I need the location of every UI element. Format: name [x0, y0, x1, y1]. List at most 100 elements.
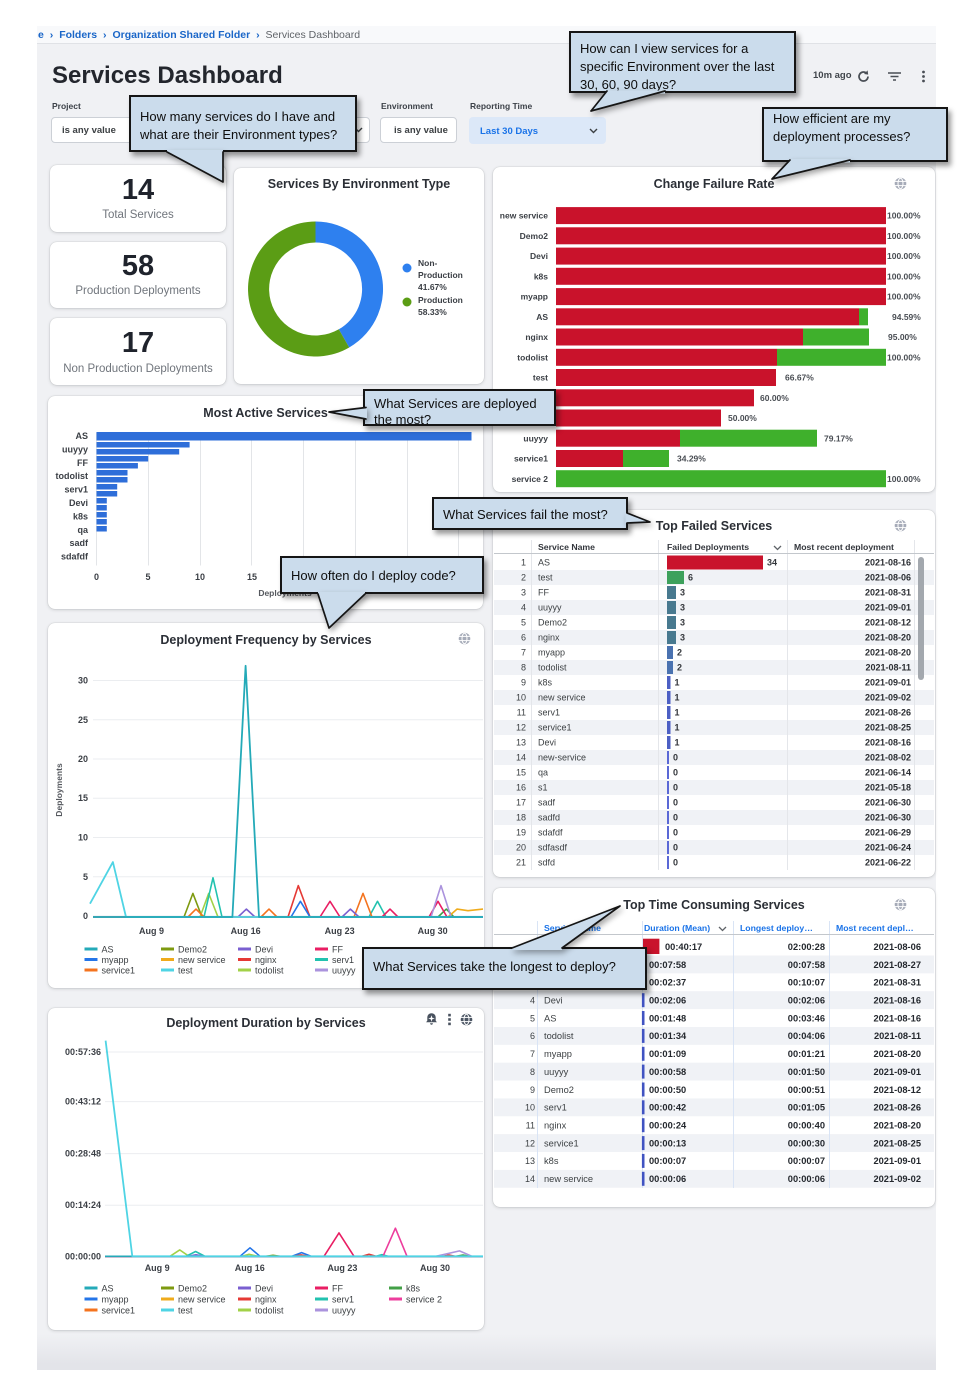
- svg-text:2021-09-01: 2021-09-01: [873, 1156, 921, 1166]
- svg-text:7: 7: [530, 1049, 535, 1059]
- svg-text:AS: AS: [544, 1013, 556, 1023]
- svg-text:02:00:28: 02:00:28: [788, 942, 825, 952]
- svg-text:00:00:42: 00:00:42: [649, 1103, 686, 1113]
- svg-text:FF: FF: [77, 458, 88, 468]
- svg-text:serv1: serv1: [544, 1103, 567, 1113]
- svg-text:00:03:46: 00:03:46: [788, 1013, 825, 1023]
- svg-text:12: 12: [516, 723, 526, 733]
- svg-text:0: 0: [83, 911, 88, 921]
- svg-text:myapp: myapp: [521, 292, 548, 302]
- svg-text:sdafdf: sdafdf: [61, 552, 89, 562]
- svg-text:00:00:30: 00:00:30: [788, 1138, 825, 1148]
- svg-text:Demo2: Demo2: [178, 1284, 207, 1294]
- svg-text:8: 8: [521, 663, 526, 673]
- svg-text:50.00%: 50.00%: [728, 413, 757, 423]
- svg-text:myapp: myapp: [538, 648, 565, 658]
- svg-text:2021-09-02: 2021-09-02: [865, 693, 911, 703]
- svg-text:uuyyy: uuyyy: [523, 433, 548, 443]
- svg-text:2021-09-01: 2021-09-01: [865, 603, 911, 613]
- svg-text:s1: s1: [538, 783, 548, 793]
- svg-text:FF: FF: [538, 588, 549, 598]
- svg-text:34: 34: [767, 558, 777, 568]
- svg-text:2: 2: [521, 573, 526, 583]
- svg-text:Aug 16: Aug 16: [235, 1263, 265, 1273]
- svg-text:1: 1: [675, 678, 680, 688]
- svg-text:0: 0: [673, 813, 678, 823]
- svg-text:FF: FF: [332, 945, 343, 955]
- svg-text:new service: new service: [544, 1174, 593, 1184]
- svg-text:00:00:00: 00:00:00: [65, 1251, 101, 1261]
- svg-text:Demo2: Demo2: [544, 1085, 574, 1095]
- svg-text:16: 16: [516, 783, 526, 793]
- svg-text:00:43:12: 00:43:12: [65, 1097, 101, 1107]
- svg-text:3: 3: [680, 633, 685, 643]
- svg-text:1: 1: [521, 558, 526, 568]
- svg-text:uuyyy: uuyyy: [332, 1306, 356, 1316]
- svg-text:15: 15: [247, 572, 257, 582]
- svg-text:0: 0: [94, 572, 99, 582]
- svg-text:9: 9: [521, 678, 526, 688]
- svg-text:2021-08-16: 2021-08-16: [865, 738, 911, 748]
- svg-text:2021-08-16: 2021-08-16: [865, 558, 911, 568]
- svg-text:00:28:48: 00:28:48: [65, 1149, 101, 1159]
- svg-text:1: 1: [675, 708, 680, 718]
- svg-text:0: 0: [673, 828, 678, 838]
- svg-text:5: 5: [83, 872, 88, 882]
- svg-text:00:00:40: 00:00:40: [788, 1121, 825, 1131]
- svg-text:9: 9: [530, 1085, 535, 1095]
- svg-text:14: 14: [516, 753, 526, 763]
- svg-text:100.00%: 100.00%: [887, 251, 921, 261]
- svg-text:2021-05-18: 2021-05-18: [865, 783, 911, 793]
- svg-text:nginx: nginx: [255, 1295, 277, 1305]
- svg-text:2021-08-02: 2021-08-02: [865, 753, 911, 763]
- svg-text:nginx: nginx: [525, 332, 548, 342]
- svg-text:serv1: serv1: [332, 1295, 354, 1305]
- svg-text:uuyyy: uuyyy: [544, 1067, 569, 1077]
- svg-text:Aug 23: Aug 23: [327, 1263, 357, 1273]
- svg-text:Devi: Devi: [255, 1284, 273, 1294]
- svg-text:17: 17: [516, 798, 526, 808]
- svg-text:Failed Deployments: Failed Deployments: [667, 542, 749, 552]
- svg-text:6: 6: [530, 1031, 535, 1041]
- svg-text:k8s: k8s: [538, 678, 553, 688]
- svg-text:00:07:58: 00:07:58: [649, 960, 686, 970]
- svg-text:Deployments: Deployments: [54, 763, 64, 817]
- svg-text:100.00%: 100.00%: [887, 211, 921, 221]
- svg-text:00:07:58: 00:07:58: [788, 960, 825, 970]
- svg-text:todolist: todolist: [255, 966, 284, 976]
- svg-text:service 2: service 2: [406, 1295, 442, 1305]
- svg-text:test: test: [533, 373, 548, 383]
- svg-text:Aug 23: Aug 23: [325, 926, 355, 936]
- svg-text:18: 18: [516, 813, 526, 823]
- svg-text:service1: service1: [544, 1138, 579, 1148]
- svg-text:13: 13: [516, 738, 526, 748]
- svg-text:1: 1: [675, 738, 680, 748]
- svg-text:AS: AS: [536, 312, 548, 322]
- svg-text:uuyyy: uuyyy: [62, 444, 88, 454]
- svg-text:00:57:36: 00:57:36: [65, 1047, 101, 1057]
- svg-text:2021-06-14: 2021-06-14: [865, 768, 911, 778]
- svg-text:0: 0: [673, 753, 678, 763]
- svg-text:Devi: Devi: [538, 738, 556, 748]
- svg-text:qa: qa: [538, 768, 548, 778]
- svg-text:AS: AS: [75, 431, 88, 441]
- svg-text:sdfasdf: sdfasdf: [538, 843, 568, 853]
- svg-text:15: 15: [78, 793, 88, 803]
- svg-text:00:00:24: 00:00:24: [649, 1121, 687, 1131]
- svg-text:00:00:07: 00:00:07: [649, 1156, 686, 1166]
- svg-text:0: 0: [673, 783, 678, 793]
- svg-text:2021-08-11: 2021-08-11: [865, 663, 911, 673]
- svg-text:19: 19: [516, 828, 526, 838]
- svg-text:00:01:48: 00:01:48: [649, 1013, 686, 1023]
- svg-text:00:02:37: 00:02:37: [649, 978, 686, 988]
- svg-text:2021-08-20: 2021-08-20: [865, 648, 911, 658]
- svg-text:4: 4: [530, 996, 535, 1006]
- svg-text:Aug 30: Aug 30: [418, 926, 448, 936]
- svg-text:uuyyy: uuyyy: [332, 966, 356, 976]
- svg-text:60.00%: 60.00%: [760, 393, 789, 403]
- svg-text:2021-08-25: 2021-08-25: [865, 723, 911, 733]
- svg-text:2: 2: [677, 648, 682, 658]
- svg-text:2021-06-22: 2021-06-22: [865, 858, 911, 868]
- svg-text:2021-08-31: 2021-08-31: [873, 978, 921, 988]
- svg-text:service1: service1: [538, 723, 572, 733]
